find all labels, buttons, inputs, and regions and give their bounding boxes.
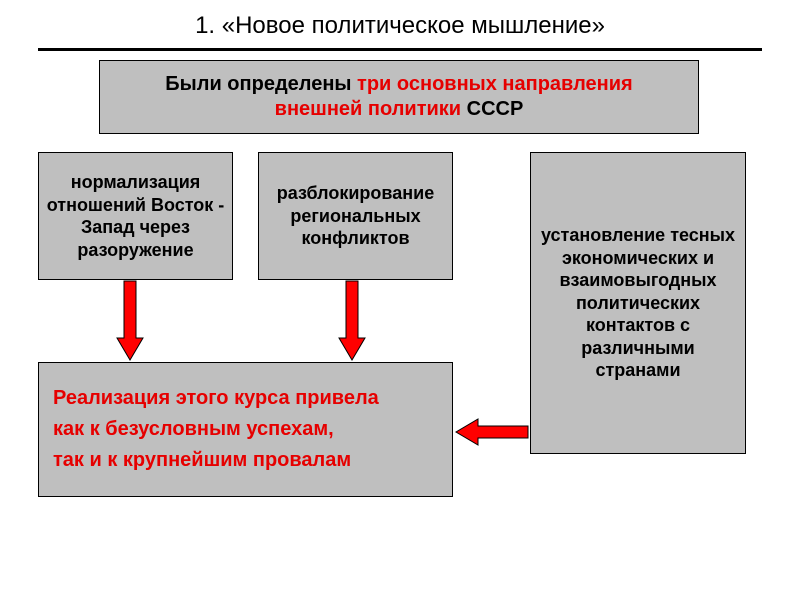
intro-line1-highlight: три основных направления <box>357 73 633 95</box>
intro-line2-suffix: СССР <box>461 98 523 120</box>
result-text: Реализация этого курса привела как к без… <box>53 383 438 476</box>
direction-1-box: нормализация отношений Восток - Запад че… <box>38 152 233 280</box>
title-underline <box>38 48 762 51</box>
result-line3: так и к крупнейшим провалам <box>53 445 438 476</box>
result-line2: как к безусловным успехам, <box>53 414 438 445</box>
result-line1: Реализация этого курса привела <box>53 383 438 414</box>
arrow-3 <box>456 419 528 445</box>
intro-line2-highlight: внешней политики <box>275 98 461 120</box>
arrow-2 <box>339 281 365 360</box>
direction-3-text: установление тесных экономических и взаи… <box>531 224 745 382</box>
intro-box: Были определены три основных направления… <box>99 60 699 134</box>
direction-1-text: нормализация отношений Восток - Запад че… <box>39 171 232 261</box>
direction-3-box: установление тесных экономических и взаи… <box>530 152 746 454</box>
slide-title: 1. «Новое политическое мышление» <box>38 12 762 40</box>
result-box: Реализация этого курса привела как к без… <box>38 362 453 497</box>
direction-2-box: разблокирование региональных конфликтов <box>258 152 453 280</box>
direction-2-text: разблокирование региональных конфликтов <box>259 182 452 250</box>
intro-line1-prefix: Были определены <box>165 73 357 95</box>
intro-text: Были определены три основных направления… <box>100 72 698 122</box>
arrow-1 <box>117 281 143 360</box>
slide-title-area: 1. «Новое политическое мышление» <box>38 12 762 40</box>
